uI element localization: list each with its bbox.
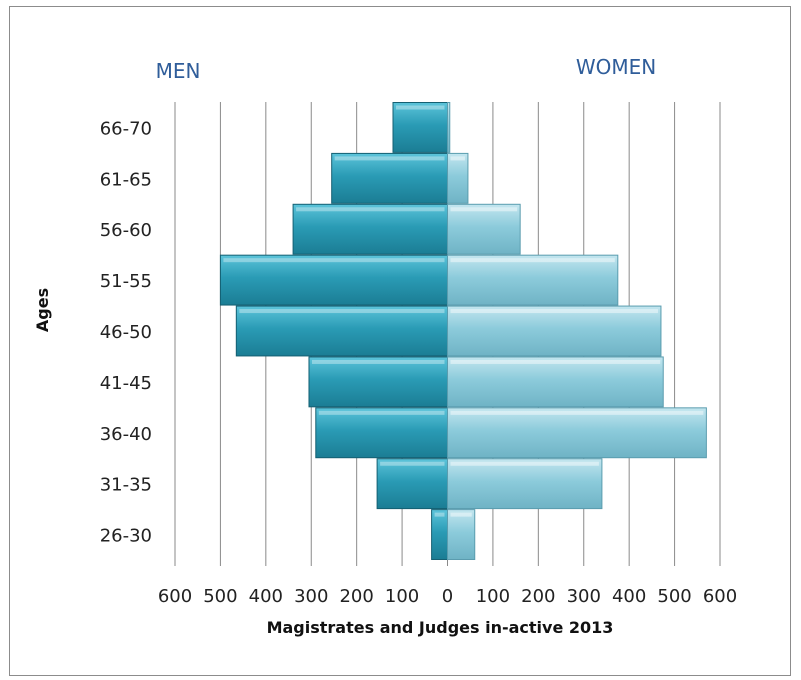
x-tick-label: 400 — [612, 586, 646, 607]
bar-women-highlight — [450, 207, 518, 212]
x-tick-label: 200 — [339, 586, 373, 607]
y-tick-label: 36-40 — [100, 424, 152, 445]
bar-women-51-55 — [447, 254, 619, 306]
bar-men-61-65 — [331, 152, 448, 204]
bar-men-highlight — [434, 512, 445, 517]
bar-men-highlight — [334, 156, 445, 161]
bar-women-highlight — [450, 410, 704, 415]
y-tick-label: 41-45 — [100, 373, 152, 394]
x-tick-label: 0 — [442, 586, 453, 607]
labels: MEN WOMEN Ages Magistrates and Judges in… — [33, 55, 737, 637]
x-tick-label: 500 — [203, 586, 237, 607]
x-tick-label: 100 — [476, 586, 510, 607]
bar-men-highlight — [296, 207, 445, 212]
bar-women-highlight — [450, 309, 658, 314]
x-tick-label: 600 — [158, 586, 192, 607]
bar-men-highlight — [380, 461, 445, 466]
x-tick-label: 500 — [657, 586, 691, 607]
bar-women-26-30 — [447, 509, 476, 560]
bar-women-highlight — [450, 156, 465, 161]
bar-women-highlight — [450, 512, 472, 517]
y-tick-label: 61-65 — [100, 169, 152, 190]
bar-men-highlight — [239, 309, 445, 314]
bar-women-46-50 — [447, 305, 662, 357]
bar-men-66-70 — [392, 102, 448, 153]
y-tick-label: 66-70 — [100, 118, 152, 139]
bar-men-26-30 — [431, 509, 448, 560]
bar-men-56-60 — [292, 203, 449, 255]
bar-men-51-55 — [219, 254, 448, 306]
bar-men-36-40 — [315, 407, 448, 459]
bar-women-61-65 — [447, 152, 469, 204]
bar-women-highlight — [450, 461, 599, 466]
x-tick-label: 100 — [385, 586, 419, 607]
bar-men-highlight — [396, 105, 445, 110]
bar-men-41-45 — [308, 356, 448, 408]
y-tick-label: 56-60 — [100, 220, 152, 241]
bar-women-highlight — [450, 359, 661, 364]
x-tick-label: 300 — [567, 586, 601, 607]
y-axis-title: Ages — [33, 288, 52, 332]
y-tick-label: 31-35 — [100, 475, 152, 496]
bar-women-highlight — [450, 258, 615, 263]
series-label-women: WOMEN — [576, 55, 656, 79]
bar-women-31-35 — [447, 458, 603, 510]
series-label-men: MEN — [156, 59, 201, 83]
x-tick-label: 200 — [521, 586, 555, 607]
x-tick-label: 400 — [249, 586, 283, 607]
y-tick-label: 46-50 — [100, 322, 152, 343]
bar-men-highlight — [223, 258, 445, 263]
bar-women-41-45 — [447, 356, 664, 408]
bars — [219, 102, 707, 560]
bar-men-31-35 — [376, 458, 448, 510]
x-axis-title: Magistrates and Judges in-active 2013 — [267, 618, 614, 637]
bar-men-highlight — [311, 359, 445, 364]
y-tick-label: 51-55 — [100, 271, 152, 292]
x-tick-label: 600 — [703, 586, 737, 607]
bar-women-36-40 — [447, 407, 707, 459]
y-tick-label: 26-30 — [100, 526, 152, 547]
bar-men-highlight — [318, 410, 445, 415]
x-tick-label: 300 — [294, 586, 328, 607]
bar-men-46-50 — [235, 305, 448, 357]
bar-women-66-70 — [447, 102, 451, 153]
bar-women-56-60 — [447, 203, 521, 255]
